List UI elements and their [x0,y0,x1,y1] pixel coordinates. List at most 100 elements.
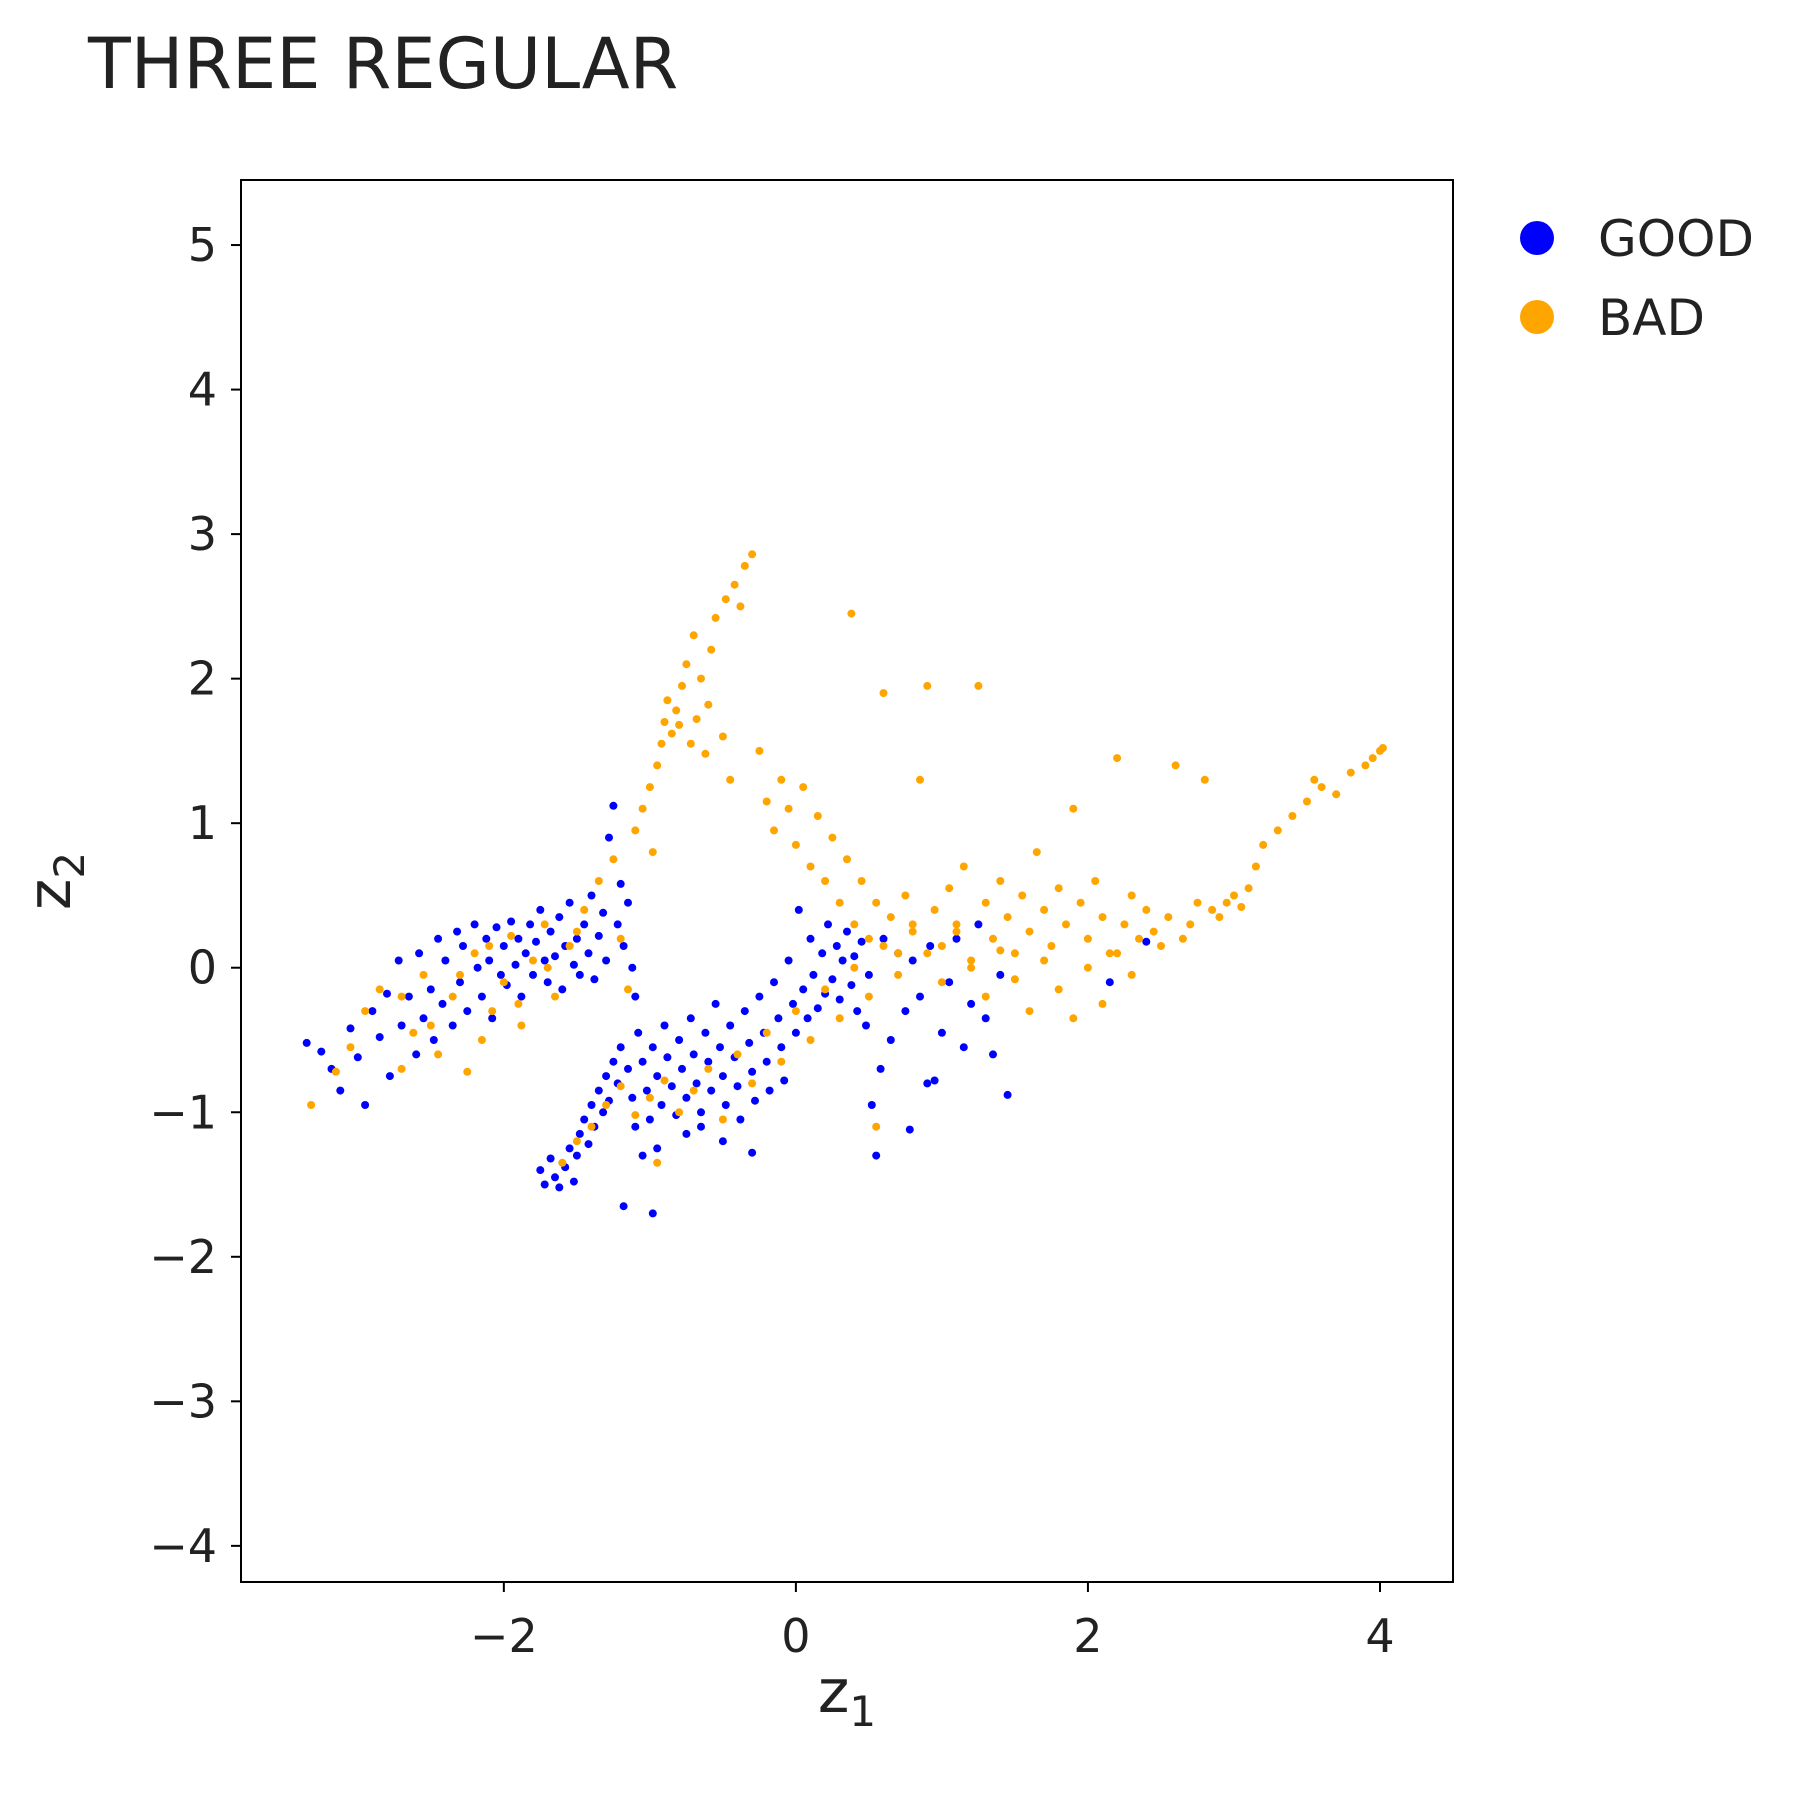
data-point-bad [930,905,939,914]
data-point-bad [1098,999,1107,1008]
data-point-good [453,927,462,936]
data-point-bad [609,855,618,864]
data-point-good [609,801,618,810]
data-point-good [843,927,851,936]
data-point-bad [701,749,710,758]
data-point-bad [762,797,771,806]
data-point-bad [631,826,640,835]
data-point-good [569,1177,578,1186]
data-point-bad [616,1082,625,1091]
legend-label-bad: BAD [1598,289,1705,347]
data-point-good [770,978,778,987]
data-point-bad [1127,970,1136,979]
data-point-bad [672,706,681,715]
data-point-bad [543,963,552,972]
data-point-bad [996,946,1005,955]
data-point-bad [540,920,549,929]
data-point-bad [551,992,559,1001]
data-point-bad [1149,927,1158,936]
data-point-good [867,1101,876,1109]
data-point-good [692,1079,701,1088]
data-point-bad [1178,934,1187,943]
data-point-bad [361,1007,370,1016]
data-point-good [832,942,841,950]
data-point-good [638,1151,647,1160]
data-point-good [546,1154,555,1163]
data-point-bad [1010,975,1019,984]
data-point-good [521,949,530,958]
data-point-bad [397,992,406,1001]
data-point-bad [572,1137,581,1146]
data-point-good [536,1166,545,1175]
data-point-good [657,1101,666,1109]
data-point-bad [894,970,903,979]
data-point-bad [1332,790,1341,799]
data-point-bad [908,927,917,936]
data-point-bad [755,746,764,755]
data-point-bad [916,775,924,784]
data-point-bad [952,920,961,929]
data-point-bad [1113,949,1122,958]
data-point-good [930,1076,939,1085]
x-axis-label-base: z [818,1657,850,1727]
data-point-bad [692,715,701,724]
data-point-good [383,989,391,998]
data-point-bad [638,804,647,813]
data-point-good [981,1014,990,1023]
data-point-bad [1091,877,1100,885]
data-point-good [653,1144,662,1153]
data-point-good [540,1180,549,1189]
data-point-bad [1113,754,1122,763]
data-point-good [697,1108,705,1117]
data-point-good [806,934,815,943]
data-point-good [718,1137,727,1146]
data-point-good [660,1021,669,1030]
data-point-bad [1164,913,1173,922]
data-point-good [499,942,508,950]
data-point-bad [872,1122,881,1131]
data-point-bad [1346,768,1355,777]
data-point-bad [1054,884,1063,893]
data-point-good [777,1043,786,1052]
data-point-bad [1040,905,1049,914]
data-point-bad [1273,826,1282,835]
y-tick-label: 4 [188,363,217,417]
data-point-bad [463,1067,472,1076]
data-point-good [937,1028,946,1037]
data-point-bad [730,580,739,589]
data-point-good [551,952,559,961]
data-point-bad [791,1007,800,1016]
data-point-bad [821,985,830,994]
data-point-good [721,1101,730,1109]
data-point-good [470,920,479,929]
data-point-good [648,1043,657,1052]
y-tick-label: 1 [188,796,217,850]
data-point-good [532,937,540,946]
data-point-good [634,1028,643,1037]
data-point-bad [872,898,881,907]
data-point-good [774,1014,783,1023]
data-point-good [609,1057,618,1066]
data-point-good [926,942,935,950]
data-point-good [755,992,764,1001]
data-point-bad [981,898,990,907]
data-point-bad [602,1101,611,1109]
data-point-good [799,985,808,994]
chart-title: THREE REGULAR [87,23,678,105]
data-point-bad [959,862,968,871]
data-point-good [613,920,622,929]
data-point-bad [514,999,523,1008]
data-point-good [302,1038,311,1047]
series-bad-points [307,550,1387,1167]
data-point-good [762,1057,771,1066]
data-point-bad [945,884,954,893]
data-point-bad [989,934,997,943]
data-point-good [616,879,625,888]
data-point-good [628,963,637,972]
data-point-good [536,905,545,914]
data-point-bad [594,877,603,885]
data-point-bad [857,877,866,885]
data-point-good [872,1151,881,1160]
y-axis-label: z2 [15,852,94,910]
